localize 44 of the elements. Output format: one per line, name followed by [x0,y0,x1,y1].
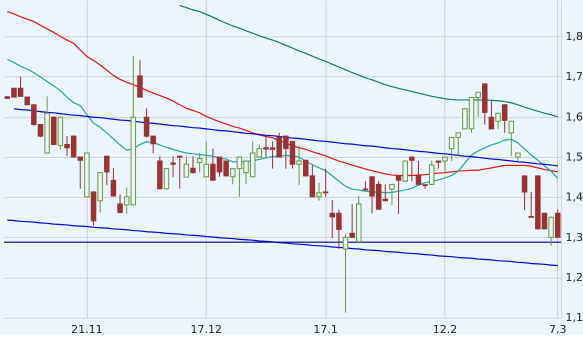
x-tick-label: 21.11 [71,323,103,336]
candlestick [402,160,408,182]
line-series [179,4,558,118]
candlestick [110,168,116,197]
candlestick [342,234,348,314]
candlestick [502,104,508,134]
candlestick [196,152,202,174]
y-tick-label: 1,1 [566,311,583,324]
y-tick-label: 1,5 [566,150,583,164]
candlestick [396,174,402,215]
y-tick-label: 1,4 [566,190,583,204]
x-tick-label: 12.2 [432,323,458,336]
candlestick [409,156,415,182]
candlestick [428,160,434,186]
candlestick [170,156,176,178]
candlestick [316,182,322,202]
candlestick [389,183,395,206]
y-tick-label: 1,7 [566,70,583,84]
candlestick [442,156,448,174]
candlestick [184,156,190,178]
x-tick-label: 7.3 [548,323,566,336]
y-tick-label: 1,3 [566,230,583,244]
candlestick [296,144,302,186]
candlestick [176,155,182,190]
candlestick [117,194,123,214]
y-tick-label: 1,2 [566,271,583,284]
candlestick [104,155,110,186]
candlestick [164,168,170,190]
candlestick [488,100,494,130]
y-tick-label: 1,6 [566,110,583,124]
candlestick [322,168,328,198]
line-series [6,219,558,266]
candlestick [137,60,143,98]
candlestick [508,120,514,157]
y-tick-label: 1,8 [566,30,583,43]
x-tick-label: 17.12 [190,323,222,336]
candlestick [204,140,209,178]
line-series [13,108,558,166]
candlestick [522,174,528,211]
candlestick [190,156,196,174]
candlestick [349,204,355,238]
x-tick-label: 17.1 [313,323,338,336]
candlestick [495,112,501,130]
candlestick [548,216,554,246]
